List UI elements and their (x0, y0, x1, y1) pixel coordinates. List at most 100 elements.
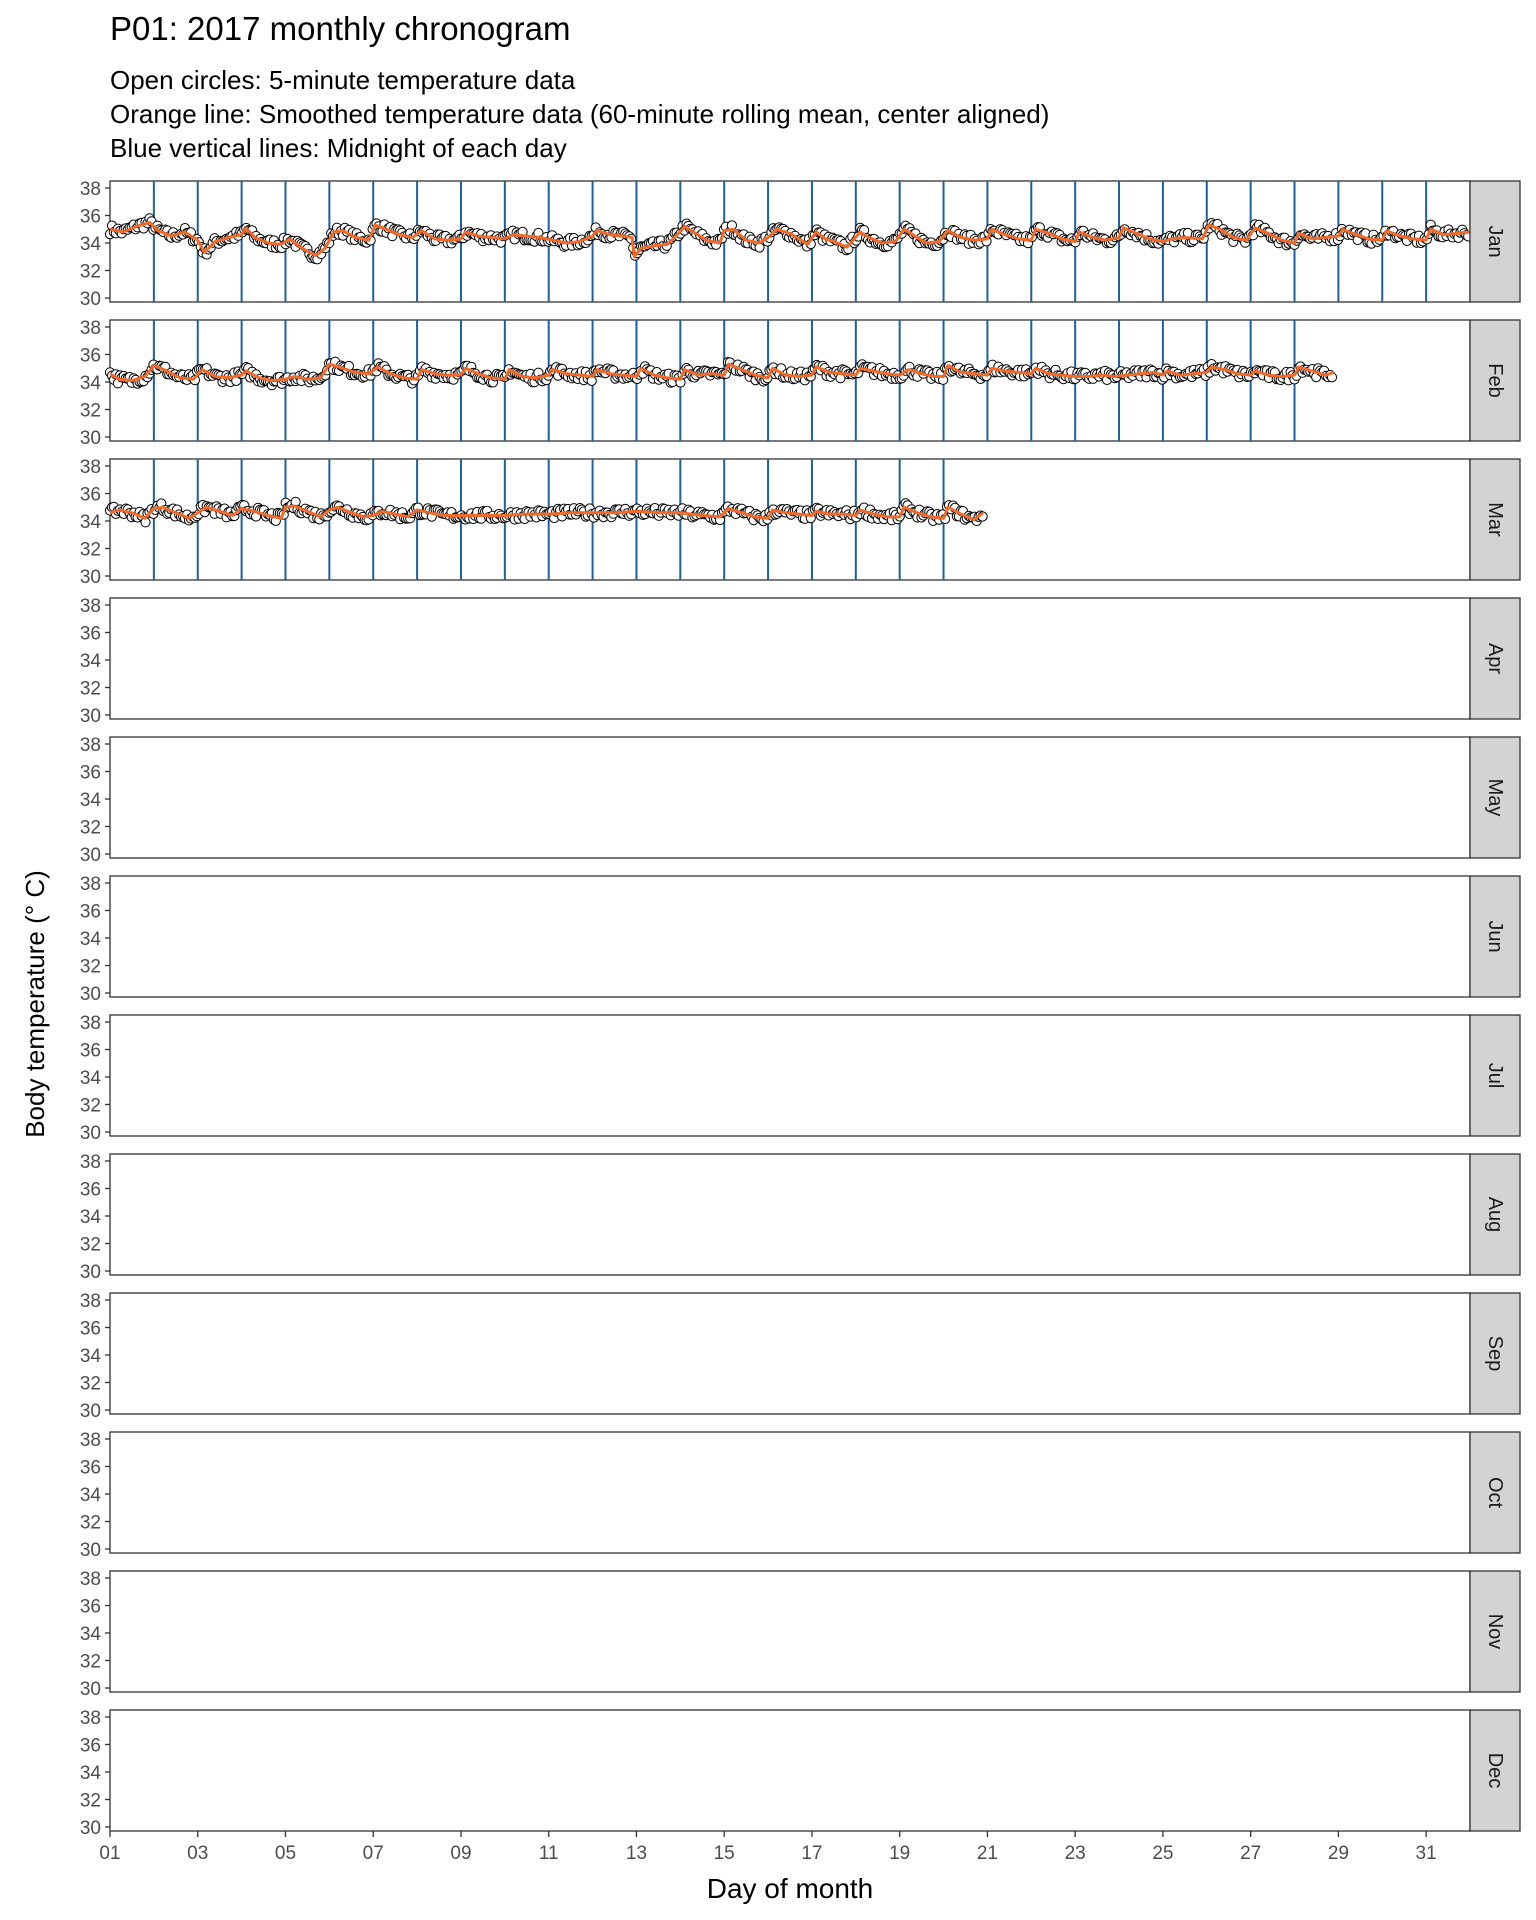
y-tick-label: 36 (80, 1597, 101, 1618)
y-tick-label: 36 (80, 1736, 101, 1757)
y-tick-label: 38 (80, 1152, 101, 1173)
y-tick-label: 36 (80, 763, 101, 784)
facet-strip (1469, 1431, 1521, 1554)
facet-panels: 3032343638Jan3032343638Feb3032343638Mar3… (80, 179, 1521, 1839)
y-tick-label: 36 (80, 624, 101, 645)
y-tick-label: 32 (80, 957, 101, 978)
y-tick-label: 34 (80, 373, 102, 394)
x-tick-label: 05 (275, 1843, 296, 1864)
y-tick-label: 32 (80, 679, 101, 700)
x-tick-label: 27 (1240, 1843, 1261, 1864)
y-tick-label: 34 (80, 929, 102, 950)
facet-strip-label: Apr (1484, 643, 1506, 674)
y-tick-label: 34 (80, 1624, 102, 1645)
month-panel-jun: 30 32 34 36 38 Jun (80, 874, 1521, 1005)
chart-title: P01: 2017 monthly chronogram (110, 10, 570, 47)
y-tick-label: 34 (80, 1068, 102, 1089)
y-tick-label: 30 (80, 1401, 101, 1422)
panel-background (109, 1431, 1471, 1554)
y-tick-label: 32 (80, 1096, 101, 1117)
x-tick-label: 13 (626, 1843, 647, 1864)
month-panel-dec: 30 32 34 36 38 Dec (80, 1708, 1521, 1839)
facet-strip-label: Nov (1484, 1614, 1506, 1650)
y-tick-label: 30 (80, 706, 101, 727)
panel-background (109, 875, 1471, 998)
y-tick-label: 38 (80, 1430, 101, 1451)
y-tick-label: 30 (80, 289, 101, 310)
facet-strip (1469, 736, 1521, 859)
month-panel-apr: 30 32 34 36 38 Apr (80, 596, 1521, 727)
y-tick-label: 38 (80, 735, 101, 756)
month-panel-jul: 30 32 34 36 38 Jul (80, 1013, 1521, 1144)
facet-strip-label: Jul (1484, 1063, 1506, 1089)
facet-strip (1469, 1014, 1521, 1137)
month-panel-nov: 30 32 34 36 38 Nov (80, 1569, 1521, 1700)
y-tick-label: 36 (80, 1458, 101, 1479)
y-tick-label: 38 (80, 179, 101, 200)
facet-strip (1469, 1709, 1521, 1832)
facet-strip (1469, 319, 1521, 442)
month-panel-jan: 30 32 34 36 38 Jan (80, 179, 1521, 310)
x-tick-label: 07 (363, 1843, 384, 1864)
y-tick-label: 36 (80, 1180, 101, 1201)
y-tick-label: 32 (80, 1235, 101, 1256)
x-tick-label: 23 (1065, 1843, 1086, 1864)
y-tick-label: 30 (80, 1818, 101, 1839)
x-tick-label: 17 (801, 1843, 822, 1864)
facet-strip-label: May (1484, 779, 1506, 817)
facet-strip-label: Aug (1484, 1197, 1506, 1233)
facet-strip (1469, 1292, 1521, 1415)
facet-strip (1469, 1153, 1521, 1276)
y-tick-label: 36 (80, 346, 101, 367)
y-tick-label: 30 (80, 567, 101, 588)
y-tick-label: 38 (80, 874, 101, 895)
y-tick-label: 30 (80, 845, 101, 866)
x-axis-label: Day of month (707, 1873, 874, 1904)
month-panel-sep: 30 32 34 36 38 Sep (80, 1291, 1521, 1422)
x-tick-label: 11 (539, 1843, 559, 1864)
x-tick-label: 25 (1152, 1843, 1173, 1864)
x-axis: 01 03 05 07 09 11 13 15 17 19 21 23 25 27 29 31 (99, 1831, 1437, 1864)
y-tick-label: 36 (80, 485, 101, 506)
facet-strip (1469, 458, 1521, 581)
facet-strip-label: Oct (1484, 1477, 1506, 1509)
chart-subtitle-line-1: Open circles: 5-minute temperature data (110, 65, 576, 95)
y-tick-label: 34 (80, 1207, 102, 1228)
y-tick-label: 38 (80, 457, 101, 478)
y-tick-label: 30 (80, 1679, 101, 1700)
y-tick-label: 30 (80, 428, 101, 449)
x-tick-label: 15 (714, 1843, 735, 1864)
y-tick-label: 32 (80, 262, 101, 283)
y-tick-label: 34 (80, 651, 102, 672)
chart-subtitle-line-3: Blue vertical lines: Midnight of each da… (110, 133, 567, 163)
panel-background (109, 1153, 1471, 1276)
x-tick-label: 21 (977, 1843, 998, 1864)
facet-strip (1469, 875, 1521, 998)
y-tick-label: 38 (80, 318, 101, 339)
month-panel-oct: 30 32 34 36 38 Oct (80, 1430, 1521, 1561)
panel-background (109, 1292, 1471, 1415)
y-tick-label: 34 (80, 790, 102, 811)
y-tick-label: 38 (80, 1291, 101, 1312)
x-tick-label: 03 (187, 1843, 208, 1864)
y-tick-label: 32 (80, 1652, 101, 1673)
month-panel-feb: 30 32 34 36 38 Feb (80, 318, 1521, 449)
smoothed-line (109, 220, 1471, 259)
y-tick-label: 32 (80, 540, 101, 561)
facet-strip-label: Jan (1484, 225, 1506, 257)
smoothed-line (109, 362, 1335, 383)
facet-strip-label: Jun (1484, 920, 1506, 952)
y-tick-label: 36 (80, 902, 101, 923)
smoothed-line (109, 504, 984, 522)
y-axis-label: Body temperature (° C) (20, 870, 50, 1138)
y-tick-label: 34 (80, 512, 102, 533)
facet-strip-label: Mar (1484, 502, 1506, 537)
y-tick-label: 34 (80, 1485, 102, 1506)
panel-background (109, 1014, 1471, 1137)
y-tick-label: 38 (80, 596, 101, 617)
y-tick-label: 30 (80, 1540, 101, 1561)
facet-strip (1469, 1570, 1521, 1693)
y-tick-label: 32 (80, 818, 101, 839)
month-panel-mar: 30 32 34 36 38 Mar (80, 457, 1521, 588)
